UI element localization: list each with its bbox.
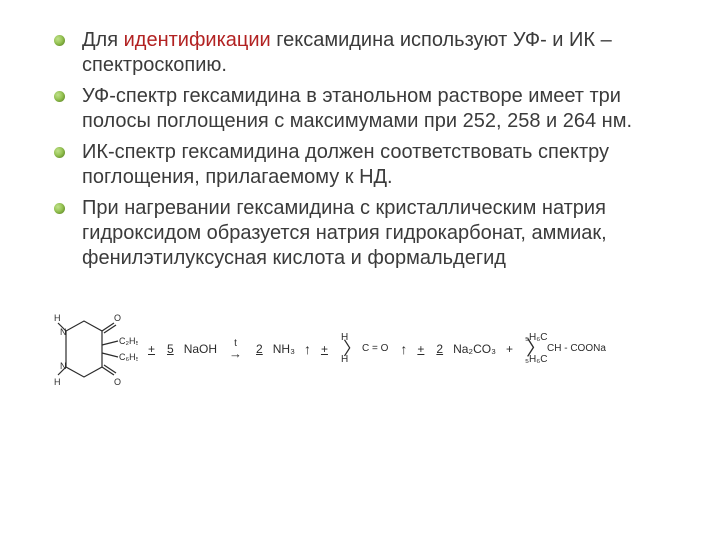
bullet-1-hl: идентификации — [124, 29, 271, 51]
coef-na2co3: 2 — [436, 342, 443, 356]
bullet-4-text: При нагревании гексамидина с кристалличе… — [82, 197, 607, 269]
na2co3: Na₂CO₃ — [453, 342, 496, 356]
product-salt: ₅H₆C 〉 CH - COONa ₅H₆C — [525, 333, 606, 365]
hcho-rest: C = O — [362, 344, 388, 354]
nh3: NH₃ — [273, 342, 295, 356]
bullet-1-pre: Для — [82, 29, 124, 51]
bullet-2: УФ-спектр гексамидина в этанольном раств… — [48, 84, 672, 134]
arrow-glyph: → — [229, 347, 242, 360]
svg-text:C₆H₅: C₆H₅ — [119, 352, 138, 362]
bullet-3: ИК-спектр гексамидина должен соответство… — [48, 140, 672, 190]
hcho-bot: H — [341, 355, 348, 365]
coef-naoh: 5 — [167, 342, 174, 356]
bullet-1: Для идентификации гексамидина используют… — [48, 28, 672, 78]
plus-1: + — [148, 342, 155, 356]
product-bot-sub: ₅H₆C — [525, 355, 548, 365]
plus-3: + — [417, 342, 424, 356]
structure-svg: H N N H O O C₂H₅ C₆H₅ — [48, 307, 138, 391]
svg-text:H: H — [54, 313, 61, 323]
arrow-heat: t → — [229, 339, 242, 360]
bullet-list: Для идентификации гексамидина используют… — [48, 28, 672, 271]
svg-text:H: H — [54, 377, 61, 387]
gas-arrow-2: ↑ — [400, 341, 407, 357]
product-tail: CH - COONa — [547, 344, 606, 354]
reaction-scheme: H N N H O O C₂H₅ C₆H₅ + 5 NaOH t → 2 NH₃… — [48, 307, 672, 391]
formaldehyde: H 〉 C = O H — [341, 333, 388, 366]
structure-reactant: H N N H O O C₂H₅ C₆H₅ — [48, 307, 138, 391]
bullet-3-text: ИК-спектр гексамидина должен соответство… — [82, 141, 609, 188]
svg-text:N: N — [60, 361, 67, 371]
svg-text:O: O — [114, 313, 121, 323]
plus-4: + — [506, 342, 513, 356]
bullet-2-text: УФ-спектр гексамидина в этанольном раств… — [82, 85, 632, 132]
slide: Для идентификации гексамидина используют… — [0, 0, 720, 540]
svg-text:O: O — [114, 377, 121, 387]
bullet-4: При нагревании гексамидина с кристалличе… — [48, 196, 672, 271]
naoh: NaOH — [184, 342, 217, 356]
coef-nh3: 2 — [256, 342, 263, 356]
gas-arrow-1: ↑ — [304, 341, 311, 357]
svg-text:C₂H₅: C₂H₅ — [119, 336, 138, 346]
plus-2: + — [321, 342, 328, 356]
svg-text:N: N — [60, 327, 67, 337]
